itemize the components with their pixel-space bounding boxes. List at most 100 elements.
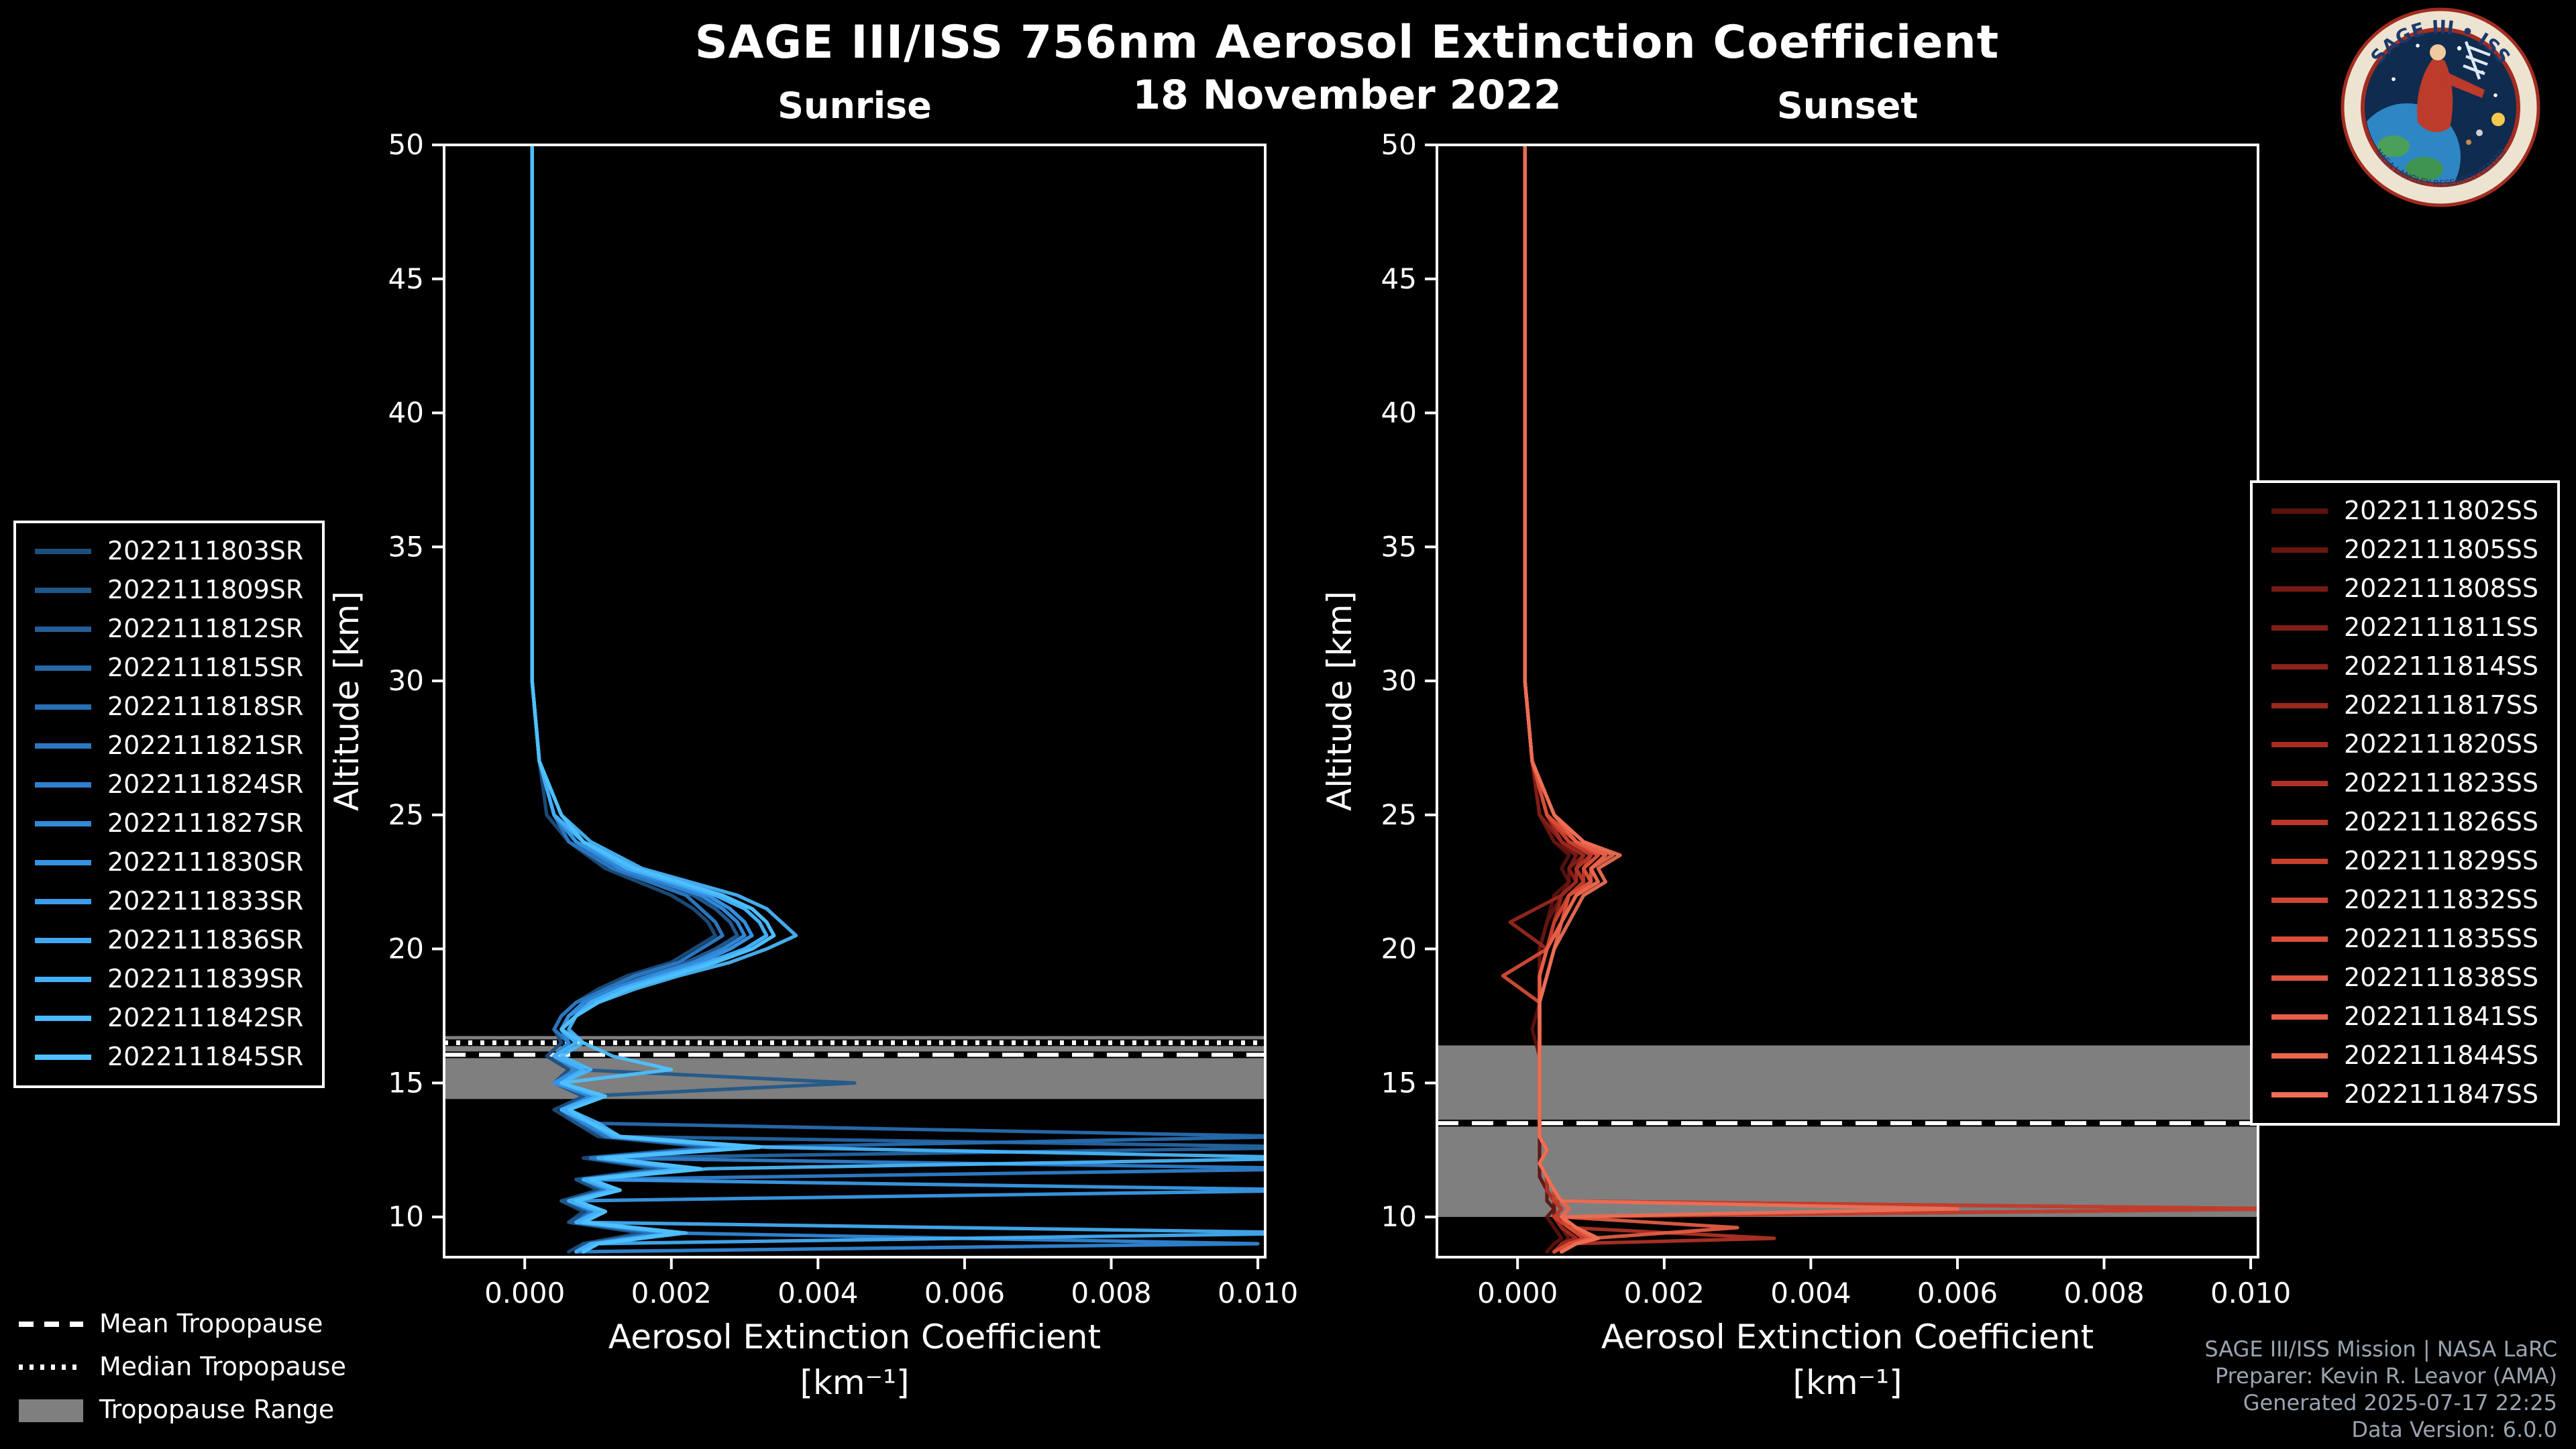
- legend-label: 2022111832SS: [2343, 885, 2538, 915]
- legend-item: 2022111829SS: [2271, 847, 2538, 876]
- y-tick-label: 35: [388, 530, 424, 563]
- legend-line-swatch: [2271, 975, 2328, 981]
- x-tick-label: 0.000: [1477, 1277, 1558, 1309]
- legend-item: 2022111827SR: [35, 809, 303, 839]
- legend-line-swatch: [2271, 936, 2328, 942]
- legend-label: 2022111809SR: [107, 576, 304, 605]
- logo-earth-land: [2406, 157, 2443, 181]
- legend-line-swatch: [35, 549, 91, 554]
- y-tick-label: 45: [1381, 262, 1417, 295]
- legend-line-swatch: [2271, 703, 2328, 708]
- legend-line-swatch: [2271, 898, 2328, 903]
- legend-label: 2022111820SS: [2343, 730, 2538, 759]
- credit-line: SAGE III/ISS Mission | NASA LaRC: [2204, 1336, 2557, 1362]
- legend-label: 2022111823SS: [2343, 769, 2538, 798]
- legend-label: 2022111802SS: [2343, 496, 2538, 526]
- legend-label: 2022111829SS: [2343, 847, 2538, 876]
- figure-date: 18 November 2022: [1132, 72, 1562, 119]
- legend-label: 2022111838SS: [2343, 963, 2538, 993]
- legend-label: 2022111805SS: [2343, 535, 2538, 565]
- x-tick-label: 0.000: [484, 1277, 565, 1309]
- y-tick-label: 50: [1381, 128, 1417, 161]
- sunset-legend: 2022111802SS 2022111805SS 2022111808SS 2022…: [2249, 480, 2560, 1126]
- sunrise-legend: 2022111803SR 2022111809SR 2022111812SR 2022…: [13, 521, 325, 1088]
- x-tick-label: 0.006: [924, 1277, 1005, 1309]
- x-axis-units: [km⁻¹]: [800, 1363, 909, 1402]
- logo-earth-land: [2377, 136, 2410, 157]
- legend-item: 2022111842SR: [35, 1004, 303, 1033]
- legend-line-swatch: [35, 821, 91, 826]
- legend-item: 2022111818SR: [35, 692, 303, 722]
- y-tick-label: 50: [388, 128, 424, 161]
- legend-label: 2022111815SR: [107, 653, 304, 683]
- profile-2022111845SR: [530, 145, 776, 1254]
- mean-tropopause-legend-row: Mean Tropopause: [19, 1309, 346, 1339]
- x-tick-label: 0.010: [2210, 1277, 2291, 1309]
- legend-label: 2022111826SS: [2343, 808, 2538, 837]
- y-tick-label: 30: [388, 664, 424, 697]
- legend-label: 2022111844SS: [2343, 1041, 2538, 1071]
- credit-line: Preparer: Kevin R. Leavor (AMA): [2214, 1363, 2557, 1389]
- legend-item: 2022111838SS: [2271, 963, 2538, 993]
- x-tick-label: 0.004: [777, 1277, 858, 1309]
- x-tick-label: 0.004: [1770, 1277, 1851, 1309]
- legend-item: 2022111823SS: [2271, 769, 2538, 798]
- legend-item: 2022111802SS: [2271, 496, 2538, 526]
- y-tick-label: 25: [1381, 798, 1417, 831]
- sage-iii-iss-logo: SAGE III • ISS NASA LANGLEY RESEARCH CEN…: [2341, 7, 2540, 207]
- legend-line-swatch: [35, 899, 91, 904]
- legend-label: 2022111841SS: [2343, 1002, 2538, 1032]
- legend-label: 2022111824SR: [107, 770, 304, 800]
- logo-star: [2416, 44, 2420, 48]
- legend-line-swatch: [2271, 742, 2328, 747]
- logo-star: [2457, 46, 2462, 51]
- legend-label: 2022111833SR: [107, 887, 304, 916]
- legend-item: 2022111839SR: [35, 965, 303, 994]
- legend-label: 2022111818SR: [107, 692, 304, 722]
- legend-line-swatch: [2271, 625, 2328, 631]
- x-tick-label: 0.008: [1071, 1277, 1151, 1309]
- legend-item: 2022111803SR: [35, 537, 303, 566]
- x-axis-units: [km⁻¹]: [1792, 1363, 1902, 1402]
- legend-item: 2022111833SR: [35, 887, 303, 916]
- gray-band-sample: [19, 1399, 83, 1421]
- tropopause-range-legend-row: Tropopause Range: [19, 1395, 346, 1425]
- figure-title: SAGE III/ISS 756nm Aerosol Extinction Co…: [694, 16, 2000, 70]
- legend-line-swatch: [2271, 664, 2328, 669]
- legend-line-swatch: [35, 588, 91, 593]
- legend-line-swatch: [35, 627, 91, 632]
- legend-line-swatch: [35, 1055, 91, 1060]
- legend-item: 2022111821SR: [35, 731, 303, 761]
- legend-item: 2022111844SS: [2271, 1041, 2538, 1071]
- legend-item: 2022111826SS: [2271, 808, 2538, 837]
- y-tick-label: 25: [388, 798, 424, 831]
- legend-label: 2022111821SR: [107, 731, 304, 761]
- legend-line-swatch: [2271, 781, 2328, 786]
- tropopause-range-label: Tropopause Range: [99, 1395, 335, 1425]
- legend-line-swatch: [2271, 547, 2328, 553]
- panel-sunrise: 0.000 0.002 0.004 0.006 0.008 0.010 10 15 20 25 30…: [327, 85, 1298, 1402]
- legend-line-swatch: [35, 665, 91, 671]
- logo-planet: [2476, 129, 2483, 136]
- y-axis-label: Altitude [km]: [1320, 591, 1359, 811]
- logo-iss-silhouette: [2463, 41, 2491, 80]
- legend-line-swatch: [2271, 586, 2328, 592]
- legend-item: 2022111811SS: [2271, 613, 2538, 643]
- y-tick-label: 45: [388, 262, 424, 295]
- median-tropopause-label: Median Tropopause: [99, 1352, 346, 1382]
- credit-line: Generated 2025-07-17 22:25: [2243, 1390, 2557, 1415]
- legend-line-swatch: [35, 860, 91, 865]
- legend-label: 2022111803SR: [107, 537, 304, 566]
- y-tick-label: 30: [1381, 664, 1417, 697]
- legend-label: 2022111847SS: [2343, 1080, 2538, 1110]
- tropopause-legend: Mean Tropopause Median Tropopause Tropop…: [19, 1309, 346, 1425]
- legend-item: 2022111808SS: [2271, 574, 2538, 604]
- legend-line-swatch: [2271, 1053, 2328, 1059]
- legend-item: 2022111835SS: [2271, 924, 2538, 954]
- legend-item: 2022111845SR: [35, 1042, 303, 1072]
- y-tick-label: 20: [1381, 932, 1417, 965]
- legend-item: 2022111832SS: [2271, 885, 2538, 915]
- dashed-line-sample: [19, 1322, 83, 1327]
- credits: SAGE III/ISS Mission | NASA LaRC Preparer…: [2204, 1336, 2557, 1444]
